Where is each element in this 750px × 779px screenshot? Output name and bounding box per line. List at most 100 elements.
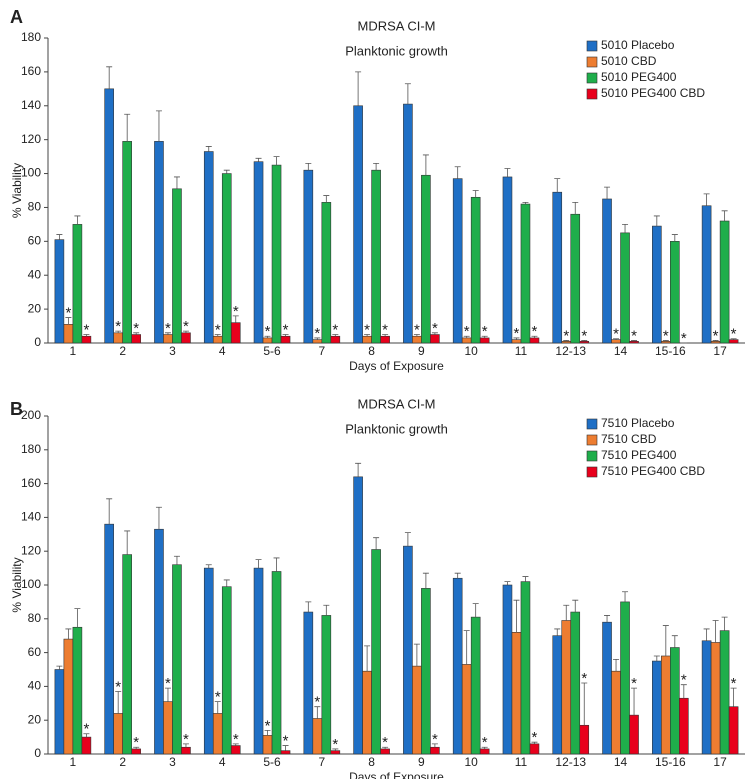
x-tick-label: 12-13	[555, 755, 586, 769]
bar	[262, 735, 273, 755]
error-bar	[504, 581, 511, 585]
bar	[570, 611, 581, 755]
bar	[321, 615, 332, 755]
error-bar	[214, 701, 221, 714]
error-bar	[463, 335, 470, 338]
significance-marker: *	[581, 327, 587, 344]
significance-marker: *	[713, 327, 719, 344]
x-tick-label: 9	[418, 344, 425, 358]
bar	[122, 554, 132, 755]
x-tick-label: 14	[614, 755, 628, 769]
error-bar	[173, 176, 180, 189]
y-tick-label: 160	[21, 64, 41, 78]
significance-marker: *	[631, 675, 637, 692]
bar	[470, 196, 481, 344]
bar	[452, 577, 463, 755]
error-bar	[364, 645, 371, 672]
y-tick-label: 100	[21, 577, 41, 591]
x-tick-label: 8	[368, 344, 375, 358]
significance-marker: *	[215, 689, 221, 706]
bar	[72, 224, 83, 344]
error-bar	[173, 555, 180, 565]
legend-label: 5010 CBD	[601, 54, 657, 68]
error-bar	[323, 604, 330, 616]
bar	[652, 225, 662, 344]
significance-marker: *	[115, 678, 121, 695]
bar	[710, 642, 721, 755]
x-tick-label: 17	[713, 755, 727, 769]
error-bar	[106, 66, 113, 89]
significance-marker: *	[613, 326, 619, 343]
x-tick-label: 3	[169, 344, 176, 358]
bar	[253, 567, 264, 755]
error-bar	[631, 687, 638, 716]
legend-swatch	[586, 40, 598, 52]
x-tick-label: 1	[70, 755, 77, 769]
error-bar	[454, 166, 461, 179]
significance-marker: *	[514, 325, 520, 342]
error-bar	[264, 729, 271, 736]
error-bar	[604, 615, 611, 623]
y-tick-label: 0	[34, 746, 41, 760]
panel-label: A	[10, 7, 23, 27]
significance-marker: *	[432, 320, 438, 337]
error-bar	[481, 746, 488, 749]
error-bar	[56, 665, 63, 670]
significance-marker: *	[532, 729, 538, 746]
error-bar	[205, 564, 212, 569]
bar	[321, 202, 332, 344]
bar	[470, 616, 481, 755]
significance-marker: *	[83, 721, 89, 738]
bar	[502, 176, 513, 344]
bar	[172, 564, 182, 755]
legend-swatch	[586, 88, 598, 100]
x-tick-label: 8	[368, 755, 375, 769]
x-tick-label: 4	[219, 344, 226, 358]
y-tick-label: 180	[21, 442, 41, 456]
error-bar	[155, 506, 162, 530]
error-bar	[115, 691, 122, 714]
error-bar	[232, 743, 239, 746]
significance-marker: *	[115, 318, 121, 335]
error-bar	[531, 741, 538, 744]
significance-marker: *	[233, 731, 239, 748]
legend-swatch	[586, 72, 598, 84]
error-bar	[74, 215, 81, 225]
bar	[271, 571, 282, 755]
bar	[154, 528, 164, 755]
significance-marker: *	[364, 321, 370, 338]
bar	[719, 220, 730, 344]
bar	[602, 621, 612, 755]
bar	[221, 173, 232, 344]
error-bar	[124, 113, 131, 142]
bar	[602, 198, 612, 344]
x-tick-label: 15-16	[655, 755, 686, 769]
significance-marker: *	[332, 736, 338, 753]
x-tick-label: 7	[318, 344, 325, 358]
error-bar	[703, 193, 710, 206]
bar	[271, 164, 282, 344]
y-tick-label: 140	[21, 98, 41, 112]
error-bar	[106, 498, 113, 525]
significance-marker: *	[215, 321, 221, 338]
bar	[670, 241, 680, 344]
x-axis-label: Days of Exposure	[349, 359, 444, 373]
error-bar	[355, 462, 362, 477]
significance-marker: *	[65, 305, 71, 322]
error-bar	[115, 330, 122, 333]
bar	[172, 188, 182, 344]
error-bar	[282, 745, 289, 751]
error-bar	[164, 687, 171, 702]
panel-label: B	[10, 399, 23, 419]
error-bar	[622, 591, 629, 602]
error-bar	[554, 178, 561, 193]
significance-marker: *	[464, 323, 470, 340]
error-bar	[56, 234, 63, 240]
error-bar	[124, 530, 131, 555]
error-bar	[472, 603, 479, 618]
error-bar	[273, 156, 280, 166]
bar	[452, 178, 463, 344]
bar	[511, 632, 522, 755]
error-bar	[431, 332, 438, 335]
